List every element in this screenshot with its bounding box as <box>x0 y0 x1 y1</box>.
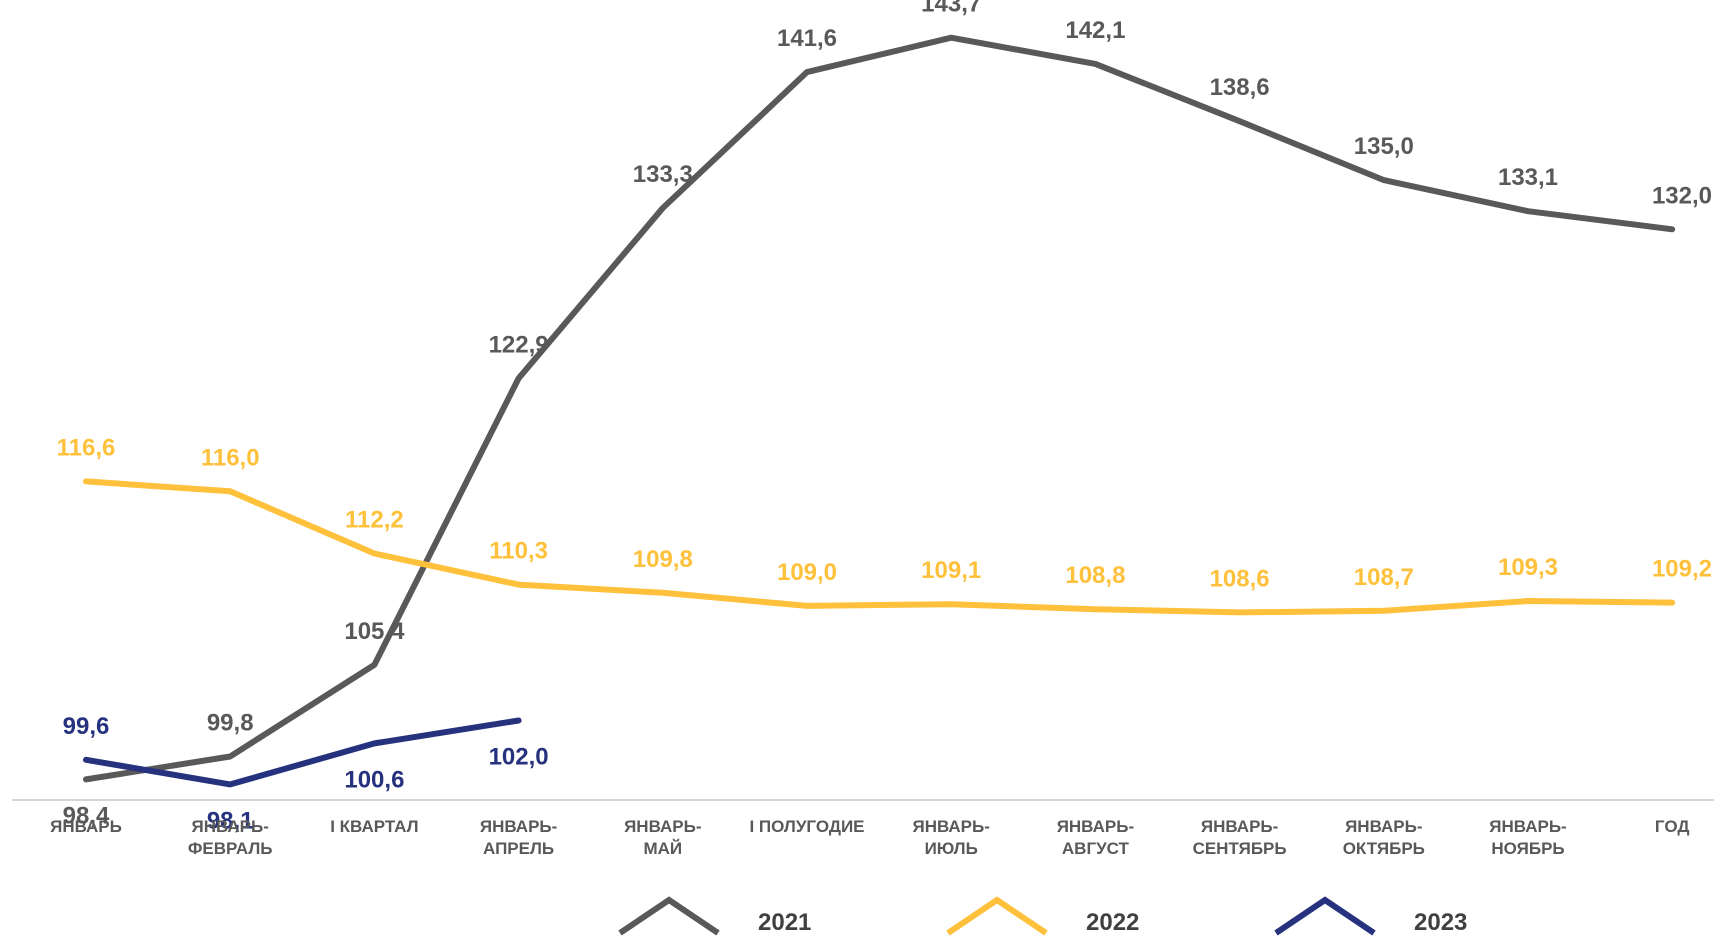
legend-swatch-2023 <box>1274 896 1376 936</box>
legend-label-2023: 2023 <box>1414 909 1467 936</box>
data-label-2022-5: 109,0 <box>777 559 837 586</box>
series-line-2023 <box>83 717 522 788</box>
x-tick-label-8: ЯНВАРЬ-СЕНТЯБРЬ <box>1193 817 1287 858</box>
x-tick-label-2: I КВАРТАЛ <box>330 817 418 836</box>
data-label-2023-0: 99,6 <box>63 713 110 740</box>
series-line-2021 <box>83 34 1676 783</box>
data-label-2023-3: 102,0 <box>489 744 549 771</box>
x-tick-label-0: ЯНВАРЬ <box>50 817 122 836</box>
data-label-2021-4: 133,3 <box>633 161 693 188</box>
legend-swatch-2021 <box>618 896 720 936</box>
legend: 2021 2022 2023 <box>618 896 1467 936</box>
data-label-2022-6: 109,1 <box>921 557 981 584</box>
data-label-2021-5: 141,6 <box>777 25 837 52</box>
series-lines <box>83 34 1676 788</box>
data-label-2022-4: 109,8 <box>633 546 693 573</box>
data-label-2021-9: 135,0 <box>1354 133 1414 160</box>
x-tick-label-10: ЯНВАРЬ-НОЯБРЬ <box>1489 817 1566 858</box>
x-tick-label-1: ЯНВАРЬ-ФЕВРАЛЬ <box>188 817 273 858</box>
x-tick-label-4: ЯНВАРЬ-МАЙ <box>624 817 701 858</box>
data-label-2022-9: 108,7 <box>1354 564 1414 591</box>
series-line-2022 <box>83 478 1676 616</box>
x-axis-tick-labels: ЯНВАРЬ ЯНВАРЬ-ФЕВРАЛЬ I КВАРТАЛ ЯНВАРЬ-АПРЕ… <box>50 817 1689 858</box>
x-tick-label-3: ЯНВАРЬ-АПРЕЛЬ <box>480 817 557 858</box>
data-label-2022-11: 109,2 <box>1652 556 1712 583</box>
data-label-2021-10: 133,1 <box>1498 164 1558 191</box>
x-tick-label-11: ГОД <box>1655 817 1690 836</box>
x-tick-label-5: I ПОЛУГОДИЕ <box>749 817 864 836</box>
data-label-2022-10: 109,3 <box>1498 554 1558 581</box>
data-label-2022-8: 108,6 <box>1210 565 1270 592</box>
data-label-2021-2: 105,4 <box>344 618 405 645</box>
data-labels: 98,4 99,8 105,4 122,9 133,3 141,6 143,7 142,1 13… <box>57 0 1712 834</box>
data-label-2021-8: 138,6 <box>1210 74 1270 101</box>
legend-label-2022: 2022 <box>1086 909 1139 936</box>
legend-label-2021: 2021 <box>758 909 811 936</box>
data-label-2021-6: 143,7 <box>921 0 981 18</box>
data-label-2023-1: 98,1 <box>207 807 254 834</box>
data-label-2022-0: 116,6 <box>57 434 116 461</box>
x-tick-label-6: ЯНВАРЬ-ИЮЛЬ <box>912 817 989 858</box>
legend-swatch-2022 <box>946 896 1048 936</box>
data-label-2022-3: 110,3 <box>489 538 548 565</box>
data-label-2022-7: 108,8 <box>1065 562 1125 589</box>
data-label-2021-3: 122,9 <box>489 331 549 358</box>
data-label-2023-2: 100,6 <box>344 766 404 793</box>
x-tick-label-9: ЯНВАРЬ-ОКТЯБРЬ <box>1343 817 1425 858</box>
x-tick-label-7: ЯНВАРЬ-АВГУСТ <box>1057 817 1134 858</box>
data-label-2021-11: 132,0 <box>1652 182 1712 209</box>
data-label-2021-7: 142,1 <box>1065 17 1125 44</box>
data-label-2022-1: 116,0 <box>201 444 260 471</box>
data-label-2022-2: 112,2 <box>345 506 404 533</box>
data-label-2021-1: 99,8 <box>207 710 254 737</box>
data-label-2021-0: 98,4 <box>63 802 110 829</box>
